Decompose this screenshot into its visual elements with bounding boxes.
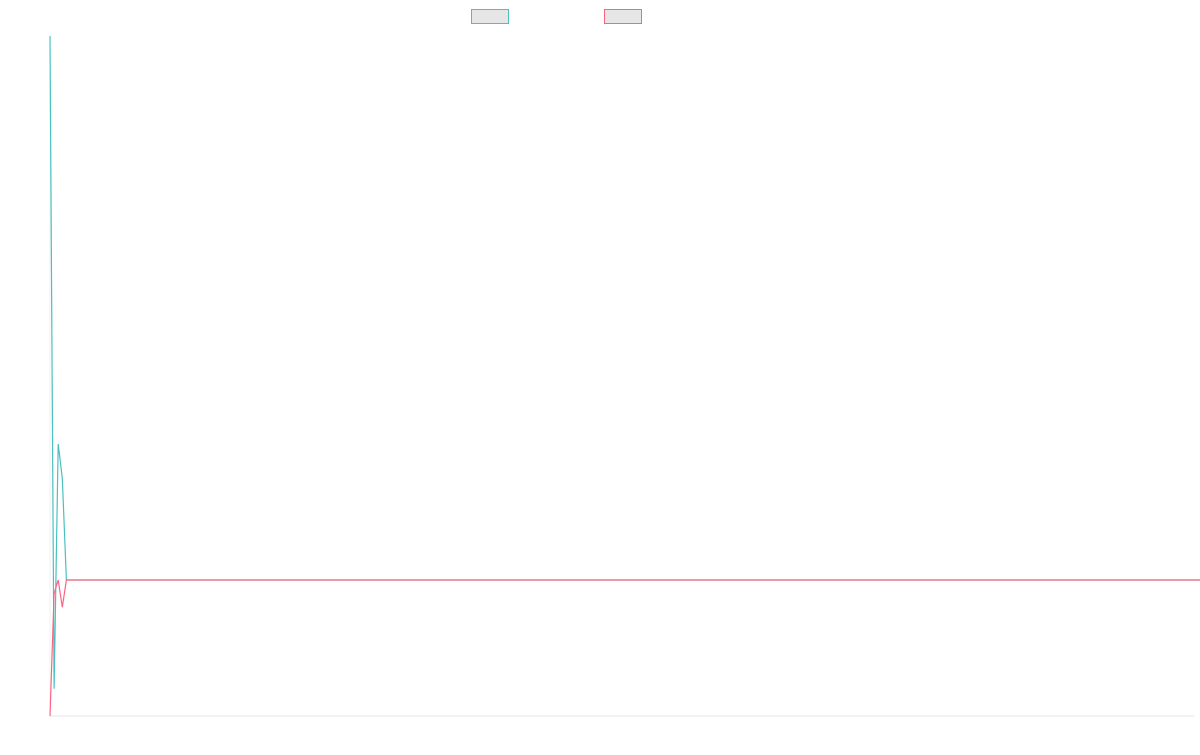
series-line-1: [49, 35, 1200, 689]
series-layer: [49, 35, 1200, 717]
legend-item-series-2[interactable]: [604, 9, 648, 24]
legend-item-series-1[interactable]: [471, 9, 515, 24]
series-line-2: [49, 579, 1200, 717]
legend-swatch-series-1: [471, 9, 509, 24]
legend-swatch-series-2: [604, 9, 642, 24]
chart-axes: [49, 36, 1194, 717]
